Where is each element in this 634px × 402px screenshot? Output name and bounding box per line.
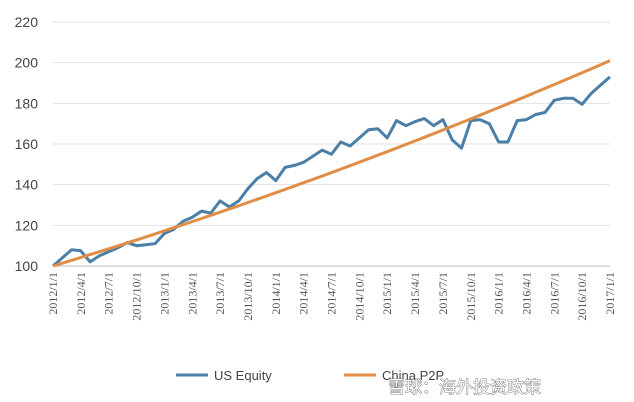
- x-tick-label: 2016/10/1: [575, 272, 589, 321]
- x-tick-label: 2014/1/1: [269, 272, 283, 315]
- x-tick-label: 2013/7/1: [213, 272, 227, 315]
- watermark-text: 雪球：海外投资政策: [388, 378, 541, 398]
- x-tick-label: 2015/4/1: [408, 272, 422, 315]
- x-tick-label: 2014/7/1: [325, 272, 339, 315]
- series-lines: [52, 59, 611, 268]
- x-tick-label: 2014/4/1: [297, 272, 311, 315]
- x-tick-label: 2015/1/1: [380, 272, 394, 315]
- gridlines: [53, 21, 610, 226]
- x-tick-label: 2017/1/1: [603, 272, 617, 315]
- x-tick-label: 2015/7/1: [436, 272, 450, 315]
- legend-label-us-equity: US Equity: [214, 368, 272, 383]
- x-tick-label: 2016/4/1: [519, 272, 533, 315]
- x-axis-ticks: 2012/1/1 2012/4/1 2012/7/1 2012/10/1 2013/1/…: [46, 272, 617, 321]
- x-tick-label: 2012/4/1: [74, 272, 88, 315]
- x-tick-label: 2012/7/1: [102, 272, 116, 315]
- y-tick-label: 220: [15, 14, 39, 30]
- x-tick-label: 2016/7/1: [547, 272, 561, 315]
- series-line-us-equity: [52, 75, 611, 268]
- y-tick-label: 100: [15, 258, 39, 274]
- x-tick-label: 2016/1/1: [492, 272, 506, 315]
- legend: US Equity China P2P: [176, 368, 444, 383]
- x-tick-label: 2013/1/1: [157, 272, 171, 315]
- x-tick-label: 2013/10/1: [241, 272, 255, 321]
- x-tick-label: 2012/10/1: [130, 272, 144, 321]
- x-tick-label: 2015/10/1: [464, 272, 478, 321]
- y-tick-label: 200: [15, 55, 39, 71]
- y-tick-label: 140: [15, 177, 39, 193]
- series-line-china-p2p: [52, 59, 611, 268]
- legend-label-china-p2p: China P2P: [382, 368, 444, 383]
- x-tick-label: 2012/1/1: [46, 272, 60, 315]
- y-tick-label: 180: [15, 95, 39, 111]
- x-tick-label: 2013/4/1: [185, 272, 199, 315]
- y-tick-label: 160: [15, 136, 39, 152]
- y-tick-label: 120: [15, 217, 39, 233]
- x-tick-label: 2014/10/1: [352, 272, 366, 321]
- y-axis-ticks: 100 120 140 160 180 200 220: [15, 14, 39, 274]
